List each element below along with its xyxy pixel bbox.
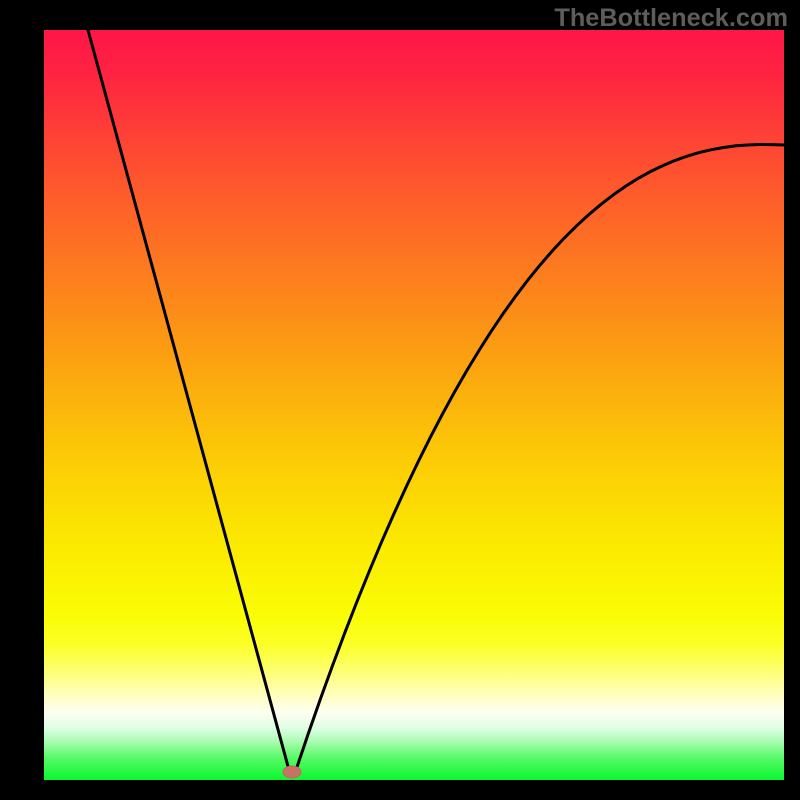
- vertex-marker: [283, 766, 301, 778]
- chart-background: [44, 30, 784, 780]
- chart-frame: TheBottleneck.com: [0, 0, 800, 800]
- bottleneck-chart: [44, 30, 784, 780]
- watermark-text: TheBottleneck.com: [554, 4, 788, 33]
